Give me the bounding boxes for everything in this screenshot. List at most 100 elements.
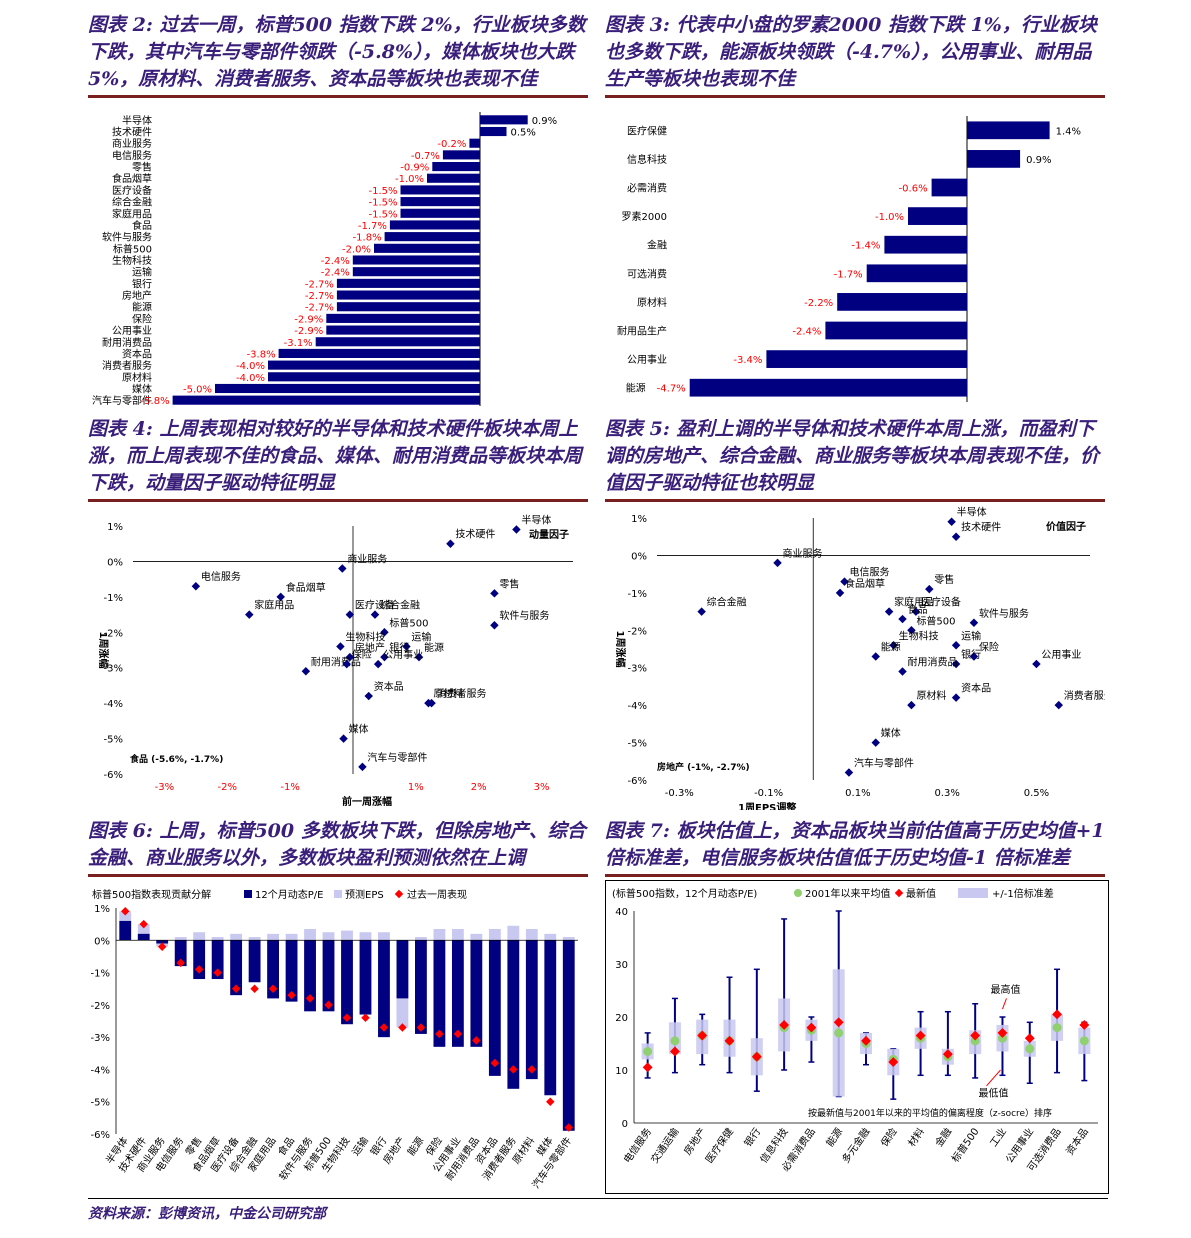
point-label: 标普500 [389, 616, 428, 629]
note-label: 食品 (-5.6%, -1.7%) [129, 753, 223, 765]
eps-bar [322, 932, 335, 941]
data-label: 0.9% [1026, 155, 1051, 166]
category-label: 综合金融 [112, 196, 152, 209]
data-point [951, 659, 961, 669]
eps-bar [137, 924, 150, 934]
data-label: 0.5% [511, 128, 536, 139]
chart-title: 动量因子 [529, 528, 569, 541]
eps-bar [267, 933, 279, 941]
eps-bar [396, 998, 409, 1028]
legend-label: 过去一周表现 [407, 888, 467, 901]
performance-marker [287, 990, 296, 1000]
eps-bar [562, 937, 575, 941]
caption-fig5: 图表 5: 盈利上调的半导体和技术硬件本周上涨，而盈利下调的房地产、综合金融、商… [605, 416, 1105, 502]
data-point [490, 620, 499, 630]
x-tick-label: 标普500 [949, 1125, 982, 1164]
data-point [951, 641, 961, 650]
y-tick-label: -3% [628, 664, 647, 675]
data-point [969, 652, 979, 661]
data-point [446, 539, 455, 548]
point-label: 银行 [389, 641, 409, 654]
y-tick-label: 40 [615, 907, 628, 918]
point-label: 综合金融 [707, 596, 747, 609]
mean-marker [670, 1036, 680, 1046]
y-tick-label: 30 [615, 960, 628, 971]
point-label: 零售 [499, 577, 519, 590]
bar [400, 185, 480, 195]
pe-bar [322, 940, 335, 1012]
x-tick-label: 保险 [878, 1125, 900, 1149]
bar [689, 378, 967, 397]
x-tick-label: 医疗保健 [702, 1125, 736, 1165]
data-point [276, 592, 285, 602]
data-point [338, 564, 347, 573]
pe-bar [525, 940, 538, 1080]
point-label: 技术硬件 [961, 521, 1001, 534]
mean-marker [834, 1028, 844, 1038]
mean-marker [997, 1033, 1007, 1043]
x-tick-label: 银行 [741, 1125, 763, 1149]
bar [442, 150, 480, 160]
eps-bar [378, 932, 390, 941]
y-tick-label: -5% [628, 739, 647, 750]
data-point [380, 652, 389, 662]
data-point [840, 577, 849, 586]
bar [172, 395, 480, 405]
pe-bar [359, 940, 372, 1015]
eps-bar [304, 928, 316, 941]
chart-fig5: 1% 0% -1% -2% -3% -4% -5% -6% -0.3% -0.1% 0.1% 0.3%… [605, 504, 1105, 810]
bar [326, 325, 480, 335]
eps-bar [211, 937, 224, 941]
point-label: 公用事业 [383, 648, 423, 661]
point-label: 运输 [411, 630, 431, 643]
legend-swatch [894, 888, 904, 898]
category-label: 技术硬件 [112, 126, 152, 139]
pe-bar [415, 940, 427, 1034]
data-label: -2.2% [804, 298, 833, 309]
bar [837, 293, 967, 311]
data-point [697, 607, 706, 616]
point-label: 家庭用品 [254, 599, 294, 612]
legend-swatch [958, 888, 988, 898]
data-label: -2.4% [321, 268, 350, 279]
pe-bar [378, 940, 390, 1038]
point-label: 汽车与零部件 [854, 757, 914, 770]
pe-bar [156, 940, 169, 944]
data-point [402, 642, 411, 651]
mean-marker [643, 1046, 653, 1056]
point-label: 软件与服务 [499, 609, 549, 622]
legend-swatch [394, 889, 404, 899]
data-point [969, 618, 979, 628]
pe-bar [267, 940, 279, 999]
data-point [907, 700, 916, 710]
y-tick-label: -2% [104, 628, 123, 639]
data-label: -1.5% [368, 209, 397, 220]
category-label: 能源 [132, 301, 152, 314]
pe-bar [193, 940, 206, 980]
performance-marker [176, 958, 185, 968]
category-label: 可选消费 [627, 267, 667, 280]
y-tick-label: -3% [104, 664, 123, 675]
latest-marker [724, 1035, 735, 1046]
point-label: 房地产 [355, 641, 385, 654]
data-label: -1.7% [834, 269, 863, 280]
eps-bar [230, 933, 243, 941]
category-label: 食品烟草 [112, 172, 152, 185]
pe-bar [304, 940, 316, 1012]
performance-marker [546, 1097, 555, 1106]
category-label: 运输 [132, 266, 152, 279]
data-point [947, 517, 956, 526]
pe-bar [507, 940, 520, 1089]
latest-marker [1052, 1009, 1063, 1020]
category-label: 软件与服务 [102, 231, 152, 244]
mean-marker [970, 1036, 980, 1046]
y-tick-label: 0 [622, 1119, 628, 1130]
point-label: 保险 [979, 640, 999, 653]
eps-bar [525, 928, 538, 941]
pe-bar [488, 940, 501, 1076]
bar [400, 208, 480, 218]
y-tick-label: -4% [91, 1065, 110, 1076]
source-note: 资料来源：彭博资讯，中金公司研究部 [88, 1198, 1108, 1223]
legend-label: 12个月动态P/E [255, 888, 323, 901]
x-tick-label: 多元金融 [839, 1125, 873, 1165]
